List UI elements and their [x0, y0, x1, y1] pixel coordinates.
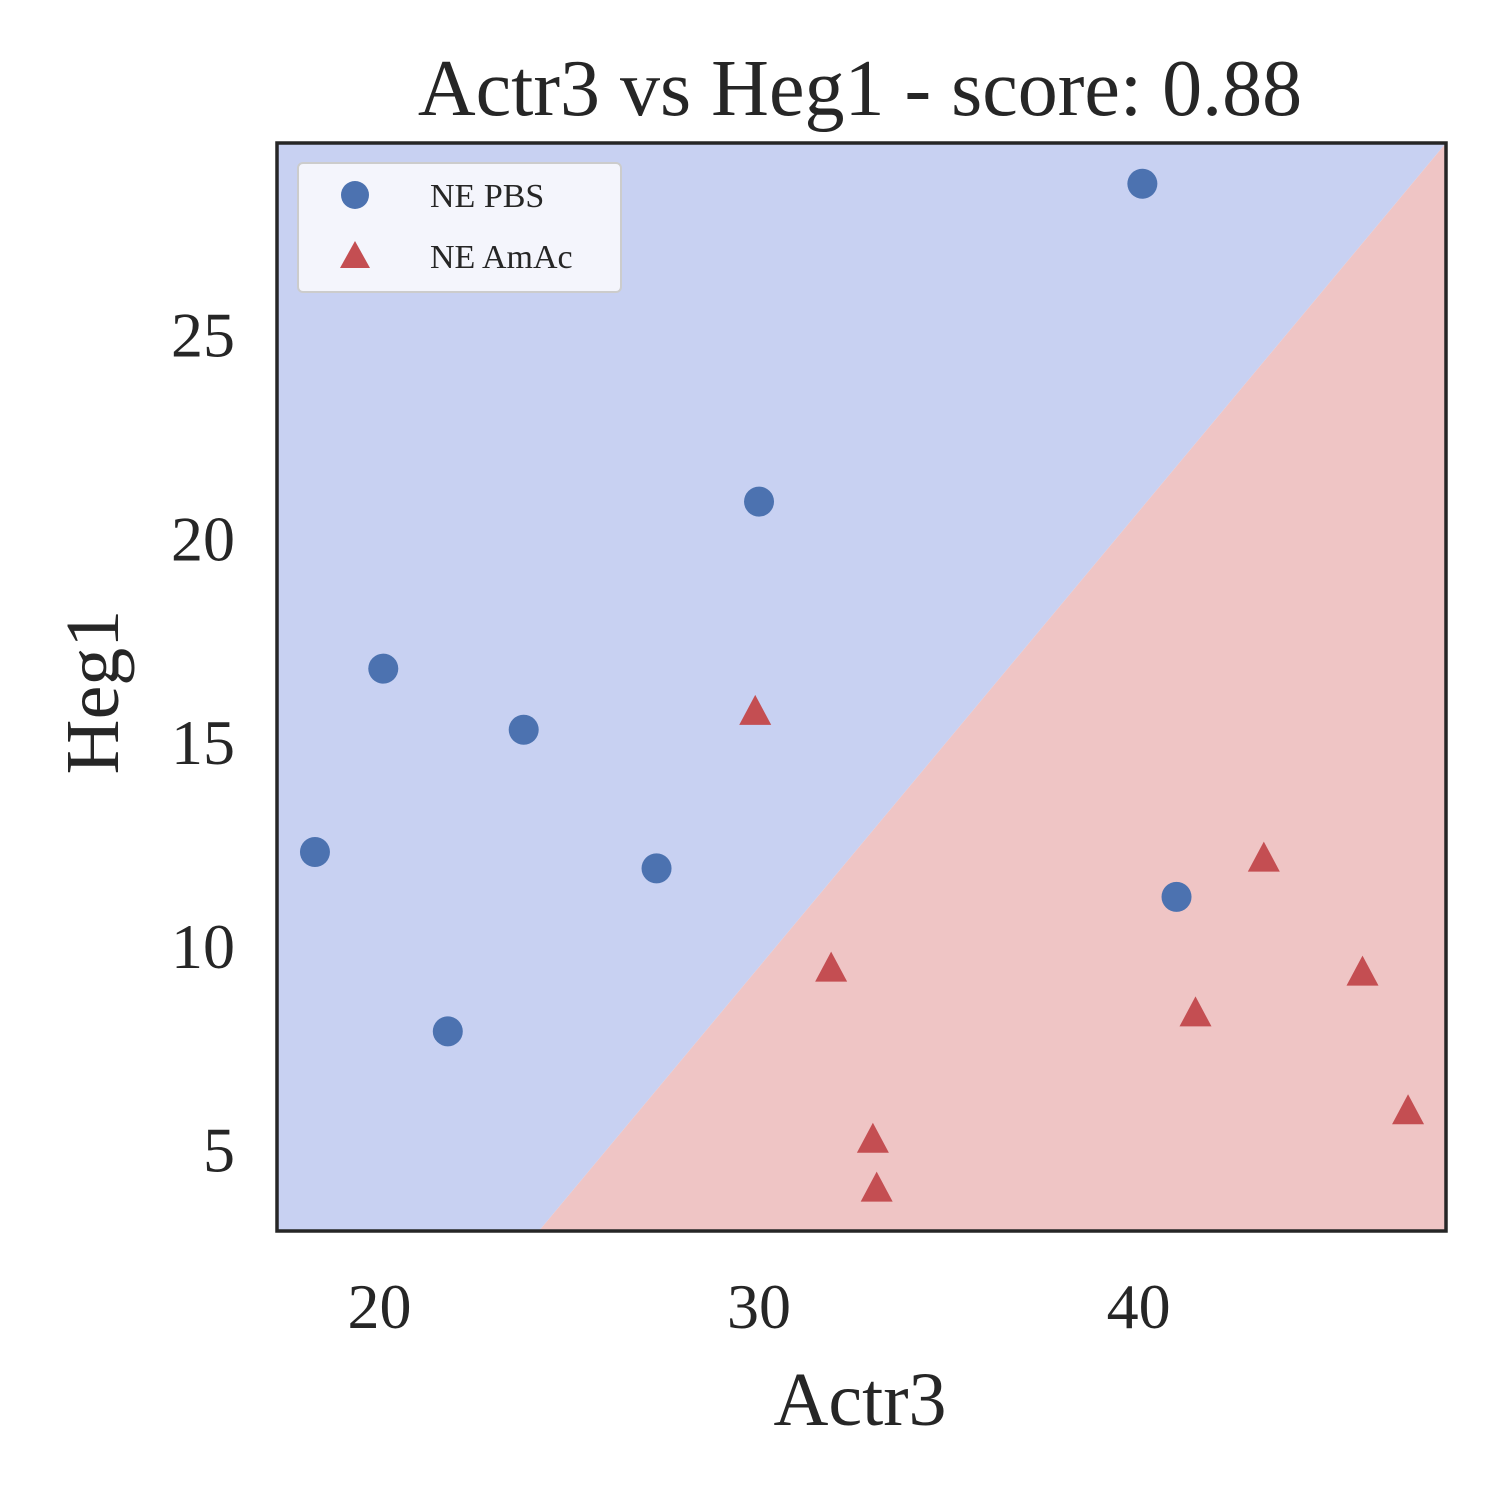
point-ne-pbs-4: [641, 853, 672, 884]
point-ne-amac-5: [1247, 841, 1280, 872]
x-axis-ticks: 20 30 40: [347, 1271, 1170, 1342]
x-tick-label-40: 40: [1107, 1271, 1171, 1342]
legend-marker-ne-amac: [340, 241, 370, 268]
point-ne-pbs-2: [432, 1016, 463, 1047]
point-ne-pbs-3: [508, 714, 539, 745]
y-tick-label-25: 25: [171, 300, 235, 371]
point-ne-amac-4: [1179, 996, 1212, 1027]
point-ne-pbs-1: [368, 653, 399, 684]
x-axis-label: Actr3: [773, 1358, 946, 1442]
legend-box: [297, 162, 622, 293]
y-axis-ticks: 5 10 15 20 25: [171, 300, 235, 1186]
y-axis-label: Heg1: [51, 610, 135, 775]
point-ne-pbs-0: [299, 837, 330, 868]
legend: NE PBS NE AmAc: [297, 162, 622, 293]
data-points: [299, 168, 1425, 1202]
point-ne-amac-2: [856, 1122, 889, 1153]
plot-frame: [275, 141, 1448, 1233]
point-ne-pbs-6: [1127, 168, 1158, 199]
point-ne-amac-0: [739, 694, 772, 725]
y-tick-label-15: 15: [171, 707, 235, 778]
point-ne-amac-7: [1392, 1094, 1425, 1125]
y-tick-label-10: 10: [171, 911, 235, 982]
point-ne-pbs-5: [744, 486, 775, 517]
legend-marker-ne-pbs: [341, 181, 369, 209]
point-ne-amac-6: [1346, 955, 1379, 986]
legend-label-ne-pbs: NE PBS: [430, 178, 544, 215]
decision-region-ne-pbs: [277, 143, 1446, 1231]
legend-label-ne-amac: NE AmAc: [430, 239, 573, 276]
x-tick-label-20: 20: [347, 1271, 411, 1342]
plot-area: [275, 141, 1448, 1233]
y-tick-label-5: 5: [203, 1115, 235, 1186]
point-ne-pbs-7: [1161, 881, 1192, 912]
decision-region-ne-amac: [538, 143, 1446, 1231]
point-ne-amac-3: [860, 1171, 893, 1202]
x-tick-label-30: 30: [727, 1271, 791, 1342]
point-ne-amac-1: [815, 951, 848, 982]
y-tick-label-20: 20: [171, 503, 235, 574]
chart-title: Actr3 vs Heg1 - score: 0.88: [418, 45, 1302, 133]
